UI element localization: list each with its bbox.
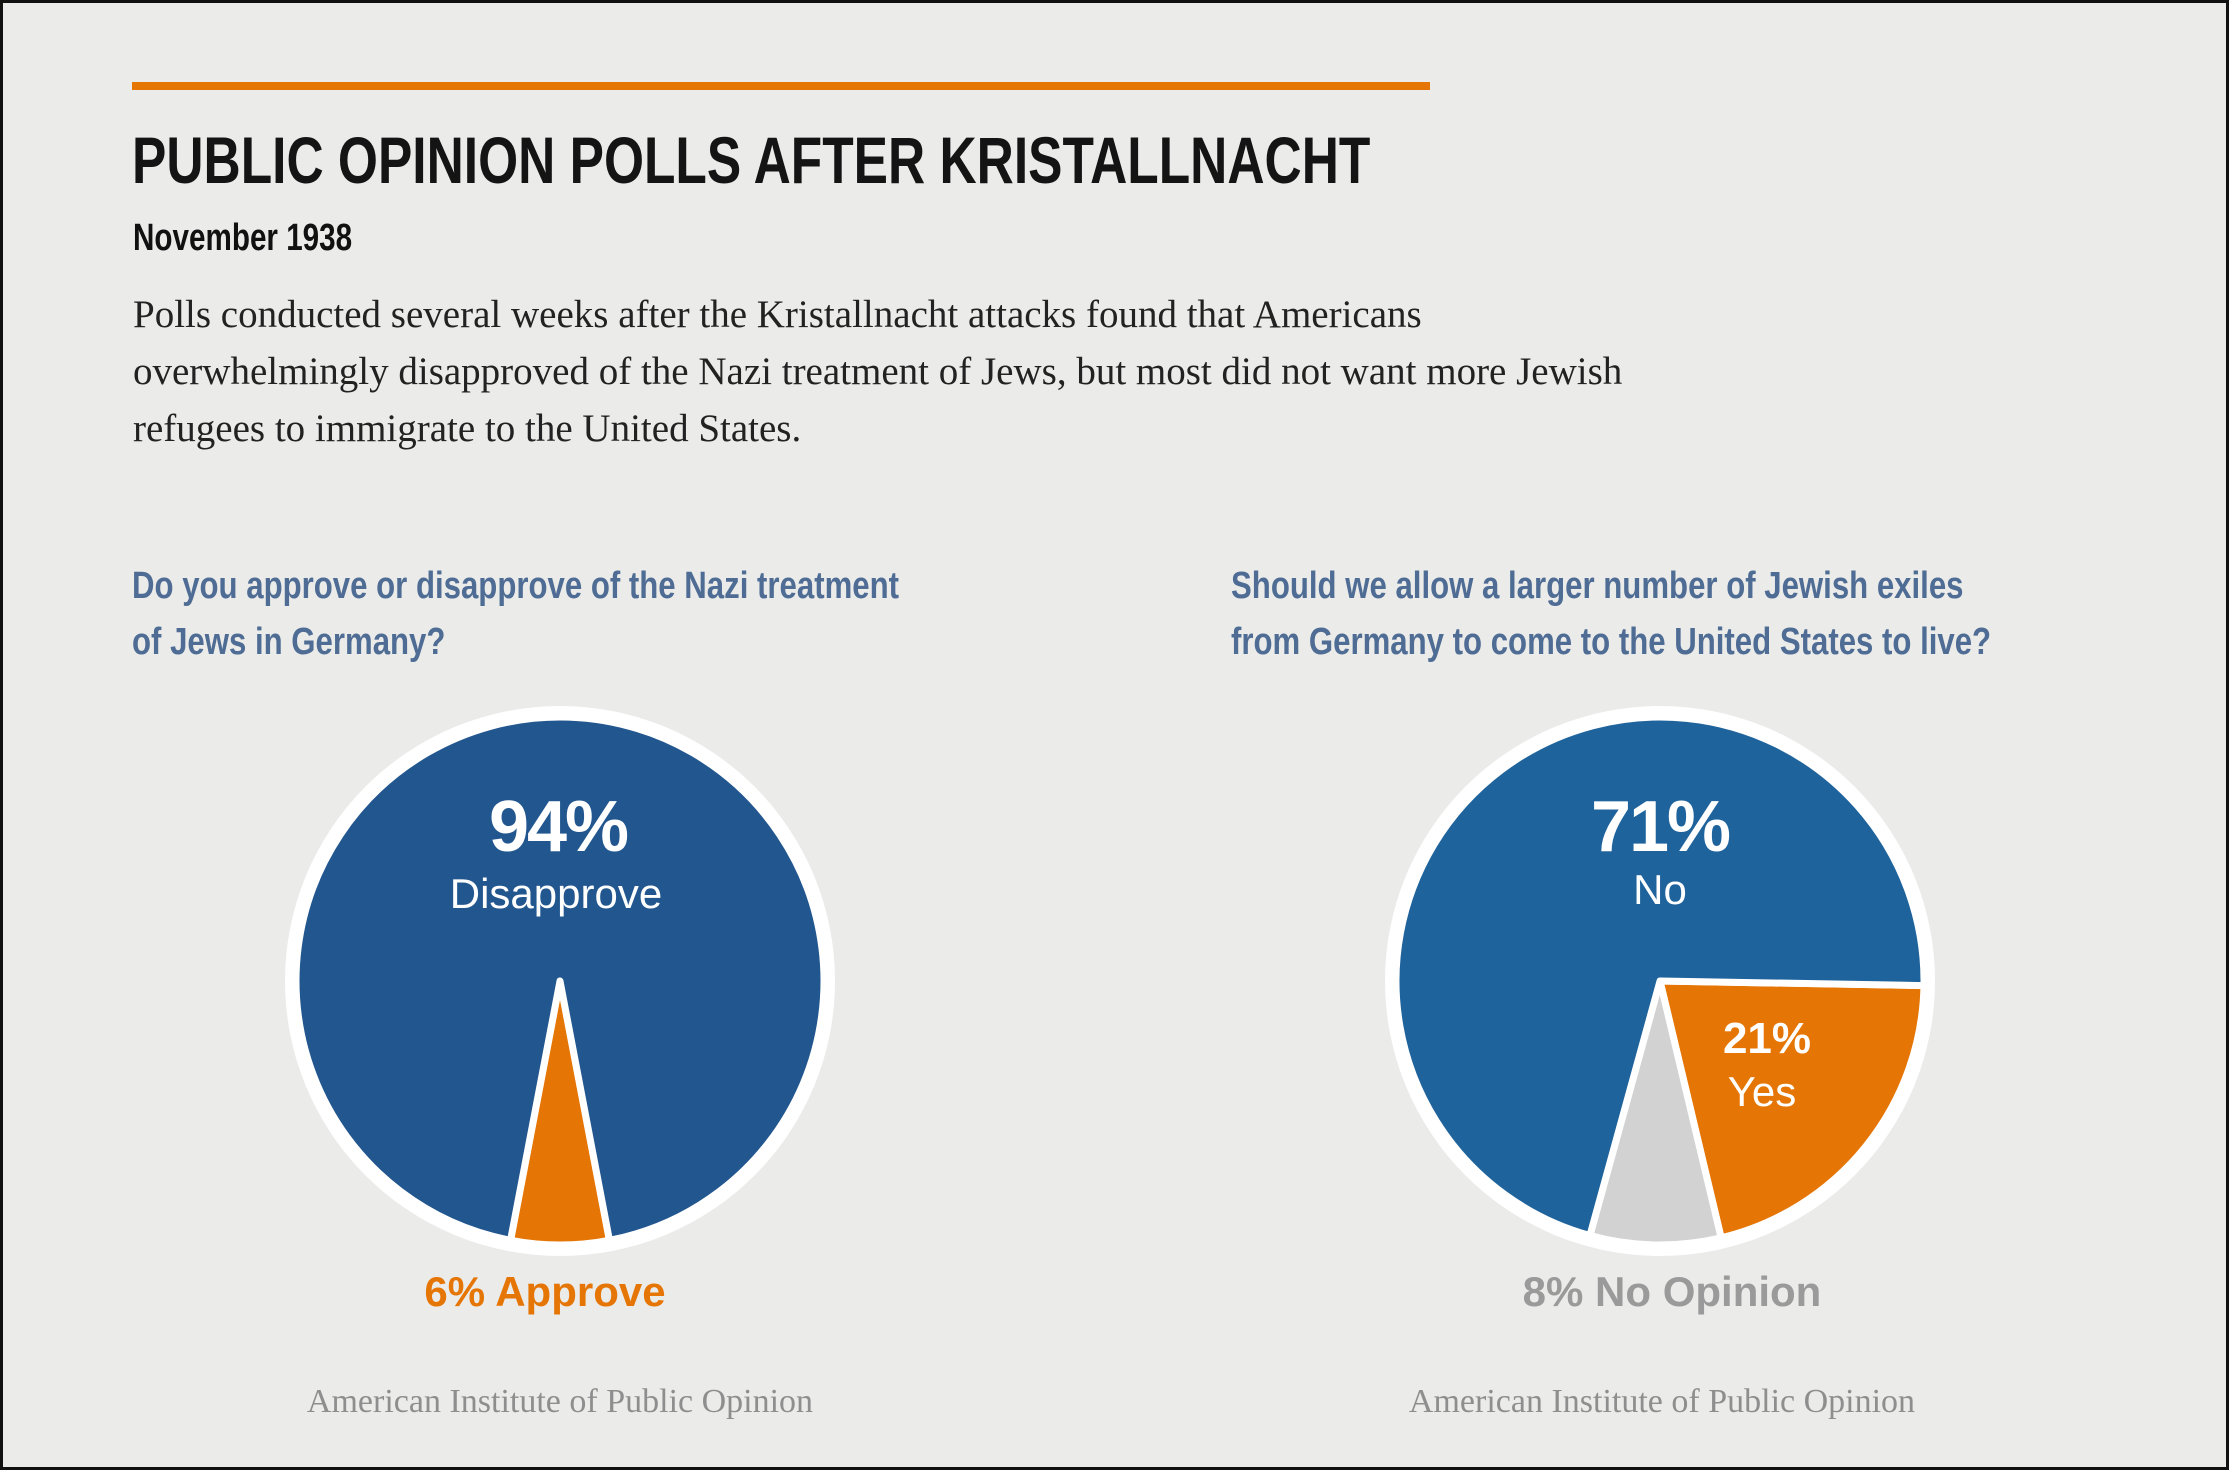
approve-label: 6% Approve bbox=[424, 1268, 666, 1315]
page-title: PUBLIC OPINION POLLS AFTER KRISTALLNACHT bbox=[132, 123, 1371, 197]
pie-slice-disapprove bbox=[292, 713, 828, 1244]
pie-slice-no-opinion bbox=[1586, 977, 1725, 1249]
description-line: refugees to immigrate to the United Stat… bbox=[133, 407, 802, 450]
description: Polls conducted several weeks after the … bbox=[133, 286, 1622, 457]
pie-slice-no bbox=[1392, 713, 1928, 1240]
question-line: from Germany to come to the United State… bbox=[1231, 621, 1992, 663]
left-chart-question: Do you approve or disapprove of the Nazi… bbox=[132, 558, 1067, 670]
no-category-label: No bbox=[1633, 866, 1687, 913]
disapprove-value-label: 94% bbox=[488, 787, 629, 867]
right-source: American Institute of Public Opinion bbox=[1408, 1383, 1916, 1420]
question-line: Should we allow a larger number of Jewis… bbox=[1231, 565, 1964, 607]
description-line: Polls conducted several weeks after the … bbox=[133, 293, 1422, 336]
no-opinion-label: 8% No Opinion bbox=[1522, 1268, 1822, 1315]
question-line: of Jews in Germany? bbox=[132, 621, 446, 663]
question-line: Do you approve or disapprove of the Nazi… bbox=[132, 565, 900, 607]
yes-value-label: 21% bbox=[1722, 1014, 1812, 1063]
pie-slice-yes bbox=[1656, 977, 1928, 1242]
yes-category-label: Yes bbox=[1727, 1068, 1797, 1115]
disapprove-category-label: Disapprove bbox=[449, 870, 663, 917]
accent-rule bbox=[132, 82, 1430, 90]
description-line: overwhelmingly disapproved of the Nazi t… bbox=[133, 350, 1623, 393]
left-source: American Institute of Public Opinion bbox=[306, 1383, 814, 1420]
right-chart-question: Should we allow a larger number of Jewis… bbox=[1231, 558, 2158, 670]
page-subtitle: November 1938 bbox=[133, 217, 353, 259]
no-value-label: 71% bbox=[1590, 787, 1731, 867]
